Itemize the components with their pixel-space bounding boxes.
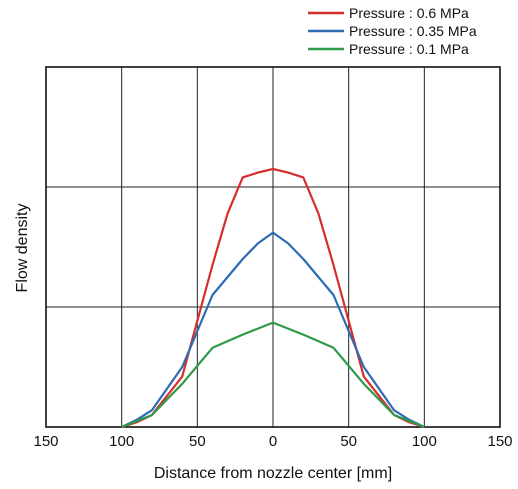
legend-label-1: Pressure : 0.6 MPa [349,5,469,21]
x-tick-label: 0 [269,433,277,450]
series-line-1 [121,167,425,429]
x-tick-label: 150 [487,433,512,450]
x-tick-label: 50 [340,433,357,450]
grid-lines [46,67,500,427]
plot-area-frame [45,66,501,428]
x-tick-label: 100 [412,433,437,450]
x-axis-label: Distance from nozzle center [mm] [154,465,392,482]
series-line-3 [121,321,425,429]
legend-label-2: Pressure : 0.35 MPa [349,23,477,39]
legend-label-3: Pressure : 0.1 MPa [349,41,469,57]
x-tick-labels: 150 100 50 0 50 100 150 [33,433,512,450]
legend: Pressure : 0.6 MPa Pressure : 0.35 MPa Pre… [308,5,477,57]
x-tick-label: 150 [33,433,58,450]
y-axis-label: Flow density [14,204,31,293]
series-line-2 [121,231,425,428]
series-lines [121,167,425,429]
x-tick-label: 50 [189,433,206,450]
x-tick-label: 100 [109,433,134,450]
